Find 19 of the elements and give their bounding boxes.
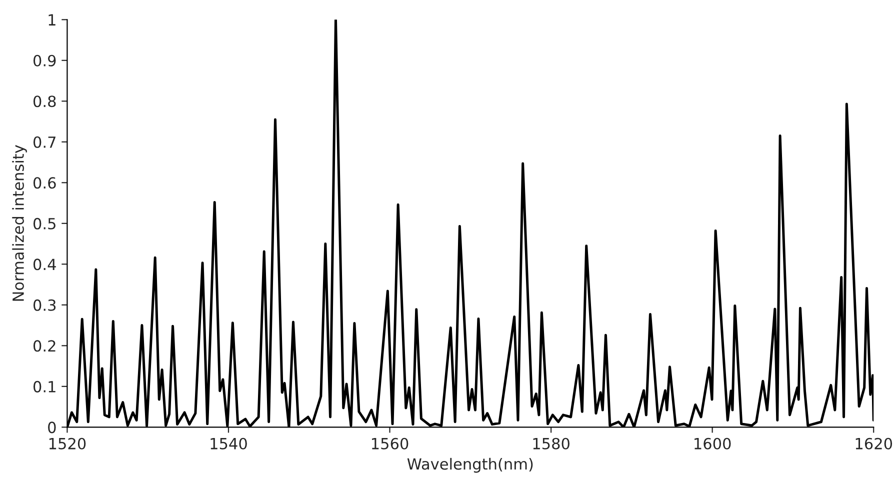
y-tick-label: 0.7 (33, 136, 56, 148)
y-tick-label: 0.4 (33, 258, 56, 270)
y-tick-label: 0.1 (33, 380, 56, 392)
x-tick-label: 1620 (856, 438, 892, 450)
y-tick-label: 0.9 (33, 54, 56, 66)
y-tick-label: 0.5 (33, 218, 56, 230)
x-tick-label: 1600 (694, 438, 731, 450)
x-tick-label: 1520 (49, 438, 86, 450)
y-tick-label: 1 (48, 14, 56, 26)
y-axis-title: Normalized intensity (12, 144, 27, 301)
x-tick-label: 1580 (533, 438, 570, 450)
y-tick-label: 0 (48, 422, 56, 434)
y-tick-label: 0.3 (33, 299, 56, 311)
y-tick-label: 0.2 (33, 340, 56, 352)
x-tick-label: 1560 (372, 438, 408, 450)
x-tick-label: 1540 (210, 438, 247, 450)
x-axis-title: Wavelength(nm) (407, 458, 533, 473)
y-tick-label: 0.8 (33, 96, 56, 108)
y-tick-label: 0.6 (33, 177, 56, 189)
